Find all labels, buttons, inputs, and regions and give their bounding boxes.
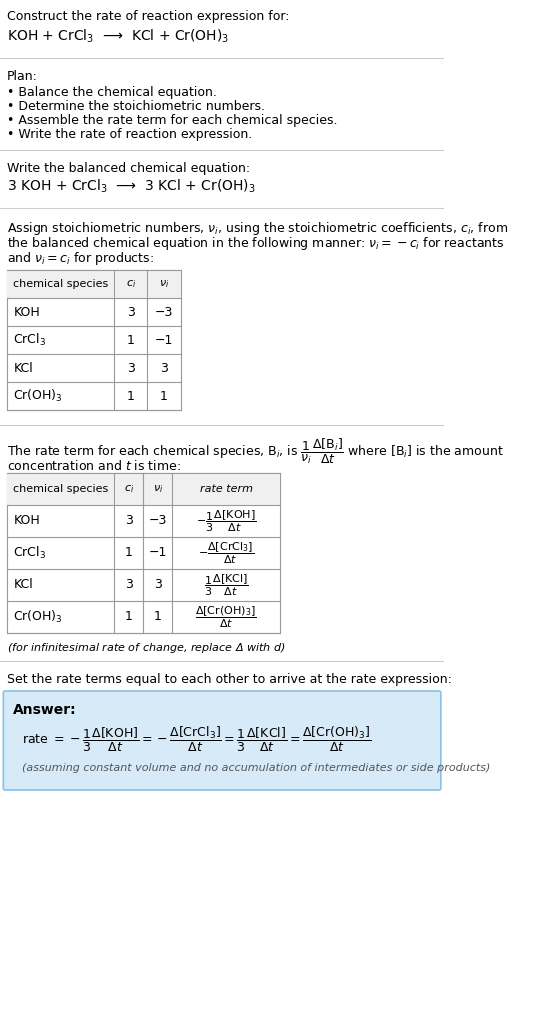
Text: (assuming constant volume and no accumulation of intermediates or side products): (assuming constant volume and no accumul… <box>21 764 490 773</box>
Text: and $\nu_i = c_i$ for products:: and $\nu_i = c_i$ for products: <box>6 250 154 267</box>
Text: (for infinitesimal rate of change, replace Δ with $d$): (for infinitesimal rate of change, repla… <box>6 641 285 655</box>
Bar <box>6 473 280 633</box>
Text: Write the balanced chemical equation:: Write the balanced chemical equation: <box>6 162 250 175</box>
Text: CrCl$_3$: CrCl$_3$ <box>13 332 46 348</box>
Text: Plan:: Plan: <box>6 70 38 83</box>
Bar <box>6 270 181 298</box>
Text: 3: 3 <box>125 578 133 591</box>
Text: 3: 3 <box>125 514 133 527</box>
Text: $\nu_i$: $\nu_i$ <box>153 484 163 495</box>
Text: −1: −1 <box>148 547 167 560</box>
Bar <box>6 473 280 505</box>
Text: −3: −3 <box>148 514 167 527</box>
Text: rate $= -\dfrac{1}{3}\dfrac{\Delta[\mathrm{KOH}]}{\Delta t} = -\dfrac{\Delta[\ma: rate $= -\dfrac{1}{3}\dfrac{\Delta[\math… <box>21 725 371 754</box>
Text: Cr(OH)$_3$: Cr(OH)$_3$ <box>13 388 63 404</box>
Text: • Balance the chemical equation.: • Balance the chemical equation. <box>6 86 217 99</box>
Text: Assign stoichiometric numbers, $\nu_i$, using the stoichiometric coefficients, $: Assign stoichiometric numbers, $\nu_i$, … <box>6 220 508 237</box>
Text: 3: 3 <box>127 305 135 319</box>
Text: KCl: KCl <box>13 361 33 375</box>
Text: The rate term for each chemical species, B$_i$, is $\dfrac{1}{\nu_i}\dfrac{\Delt: The rate term for each chemical species,… <box>6 437 503 466</box>
Text: 3: 3 <box>160 361 168 375</box>
Text: 1: 1 <box>125 547 133 560</box>
Text: 3: 3 <box>127 361 135 375</box>
Text: KOH + CrCl$_3$  ⟶  KCl + Cr(OH)$_3$: KOH + CrCl$_3$ ⟶ KCl + Cr(OH)$_3$ <box>6 29 229 46</box>
Text: concentration and $t$ is time:: concentration and $t$ is time: <box>6 459 181 473</box>
Text: KCl: KCl <box>13 578 33 591</box>
Text: Cr(OH)$_3$: Cr(OH)$_3$ <box>13 609 63 625</box>
Text: 1: 1 <box>125 611 133 623</box>
Text: $-\dfrac{1}{3}\dfrac{\Delta[\mathrm{KOH}]}{\Delta t}$: $-\dfrac{1}{3}\dfrac{\Delta[\mathrm{KOH}… <box>196 508 256 533</box>
Text: Construct the rate of reaction expression for:: Construct the rate of reaction expressio… <box>6 10 289 23</box>
Text: the balanced chemical equation in the following manner: $\nu_i = -c_i$ for react: the balanced chemical equation in the fo… <box>6 235 504 252</box>
Text: $-\dfrac{\Delta[\mathrm{CrCl_3}]}{\Delta t}$: $-\dfrac{\Delta[\mathrm{CrCl_3}]}{\Delta… <box>198 541 254 566</box>
Text: 1: 1 <box>160 390 168 402</box>
Text: −3: −3 <box>155 305 173 319</box>
Text: 1: 1 <box>154 611 162 623</box>
Text: KOH: KOH <box>13 305 40 319</box>
Text: −1: −1 <box>155 334 173 346</box>
Text: 1: 1 <box>127 390 135 402</box>
Text: • Write the rate of reaction expression.: • Write the rate of reaction expression. <box>6 128 252 142</box>
Text: rate term: rate term <box>200 484 252 494</box>
Text: $c_i$: $c_i$ <box>124 484 134 495</box>
Text: chemical species: chemical species <box>13 279 108 289</box>
Text: $\dfrac{1}{3}\dfrac{\Delta[\mathrm{KCl}]}{\Delta t}$: $\dfrac{1}{3}\dfrac{\Delta[\mathrm{KCl}]… <box>204 572 249 598</box>
Text: • Determine the stoichiometric numbers.: • Determine the stoichiometric numbers. <box>6 100 265 113</box>
Text: $\nu_i$: $\nu_i$ <box>159 278 169 290</box>
Text: chemical species: chemical species <box>13 484 108 494</box>
Bar <box>6 270 181 410</box>
Text: $c_i$: $c_i$ <box>126 278 136 290</box>
Text: Answer:: Answer: <box>13 703 77 717</box>
Text: KOH: KOH <box>13 514 40 527</box>
Text: Set the rate terms equal to each other to arrive at the rate expression:: Set the rate terms equal to each other t… <box>6 673 451 686</box>
FancyBboxPatch shape <box>3 691 441 790</box>
Text: CrCl$_3$: CrCl$_3$ <box>13 545 46 561</box>
Text: • Assemble the rate term for each chemical species.: • Assemble the rate term for each chemic… <box>6 114 337 127</box>
Text: 3 KOH + CrCl$_3$  ⟶  3 KCl + Cr(OH)$_3$: 3 KOH + CrCl$_3$ ⟶ 3 KCl + Cr(OH)$_3$ <box>6 178 255 195</box>
Text: 3: 3 <box>154 578 162 591</box>
Text: $\dfrac{\Delta[\mathrm{Cr(OH)_3}]}{\Delta t}$: $\dfrac{\Delta[\mathrm{Cr(OH)_3}]}{\Delt… <box>195 605 257 630</box>
Text: 1: 1 <box>127 334 135 346</box>
